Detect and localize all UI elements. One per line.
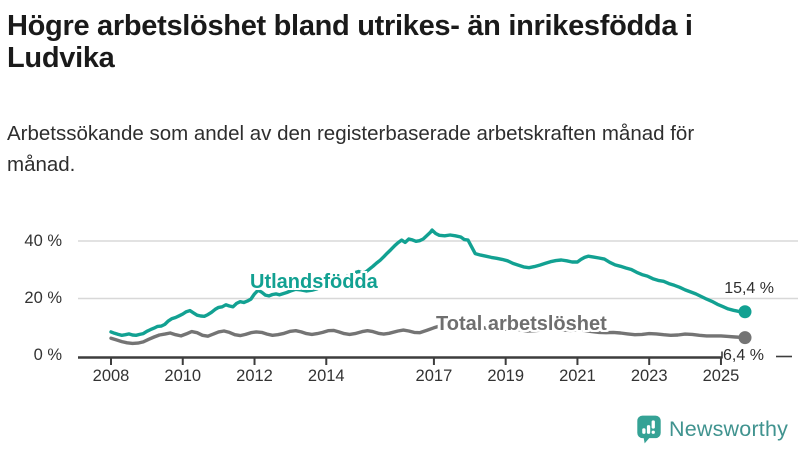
series-end-dot-utlandsfodda — [738, 305, 752, 319]
series-label-utlandsfodda: Utlandsfödda — [250, 271, 378, 293]
end-value-label-utlandsfodda: 15,4 % — [724, 280, 774, 297]
series-line-utlandsfodda — [109, 228, 747, 337]
page-title: Högre arbetslöshet bland utrikes- än inr… — [7, 10, 693, 75]
series-line-total-arbetsloshet — [109, 323, 747, 346]
newsworthy-logo[interactable]: Newsworthy — [636, 414, 788, 445]
page-subtitle: Arbetssökande som andel av den registerb… — [7, 121, 695, 176]
x-axis-label-2017: 2017 — [415, 367, 453, 385]
y-axis-label-40: 40 % — [24, 232, 62, 250]
x-axis-label-2021: 2021 — [559, 367, 596, 385]
x-axis-label-2012: 2012 — [236, 367, 273, 385]
series-end-dot-total-arbetsloshet — [738, 331, 752, 345]
x-axis-label-2023: 2023 — [630, 367, 668, 385]
x-axis-label-2008: 2008 — [92, 367, 130, 385]
y-axis-label-20: 20 % — [24, 289, 62, 307]
x-axis-label-2010: 2010 — [164, 367, 202, 385]
x-axis-label-2025: 2025 — [702, 367, 740, 385]
y-axis-label-0: 0 % — [33, 346, 62, 364]
newsworthy-logo-icon — [637, 415, 661, 444]
series-label-total-arbetsloshet: Total arbetslöshet — [436, 313, 607, 335]
end-value-label-total-arbetsloshet: 6,4 % — [723, 347, 764, 364]
newsworthy-logo-text: Newsworthy — [669, 417, 789, 441]
x-axis-label-2014: 2014 — [307, 367, 345, 385]
x-axis-label-2019: 2019 — [487, 367, 525, 385]
